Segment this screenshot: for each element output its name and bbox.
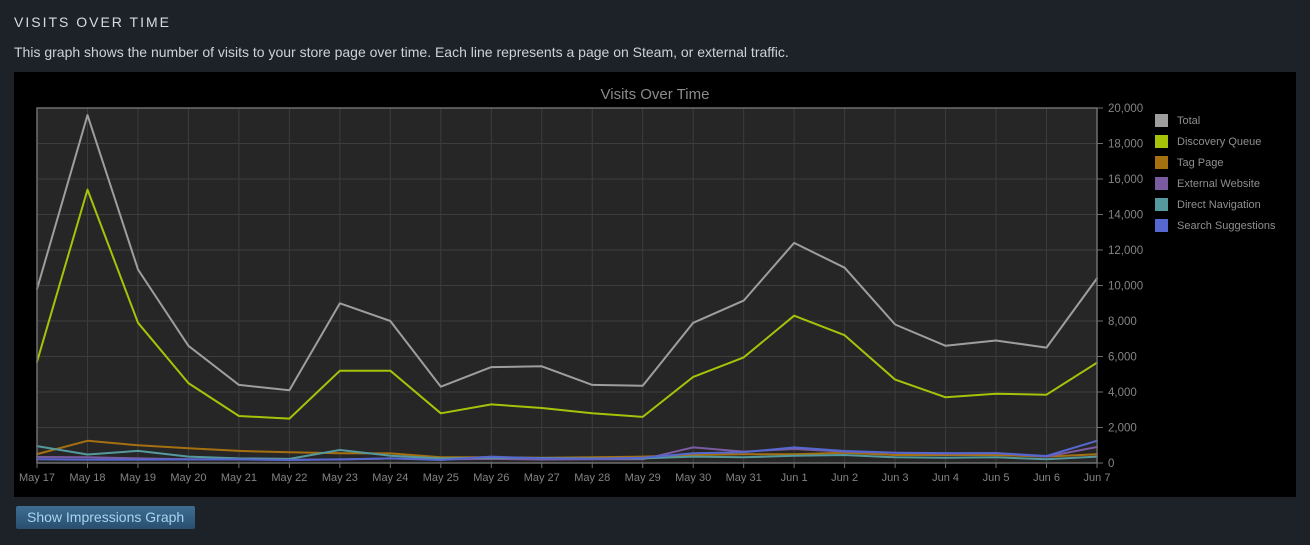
x-axis-label: Jun 7 (1084, 472, 1111, 484)
legend-label: Tag Page (1177, 156, 1224, 169)
x-axis-label: May 20 (170, 472, 206, 484)
x-axis-label: Jun 3 (882, 472, 909, 484)
y-axis-label: 10,000 (1108, 281, 1143, 293)
x-axis-label: May 24 (372, 472, 408, 484)
x-axis-label: May 22 (271, 472, 307, 484)
legend-item-discovery-queue: Discovery Queue (1155, 131, 1275, 152)
x-axis-label: May 26 (473, 472, 509, 484)
legend-label: Direct Navigation (1177, 198, 1261, 211)
y-axis-label: 16,000 (1108, 174, 1143, 186)
legend-item-search-suggestions: Search Suggestions (1155, 215, 1275, 236)
x-axis-label: Jun 1 (781, 472, 808, 484)
legend-label: External Website (1177, 177, 1260, 190)
legend-label: Search Suggestions (1177, 219, 1276, 232)
x-axis-label: May 31 (726, 472, 762, 484)
legend-item-direct-navigation: Direct Navigation (1155, 194, 1275, 215)
x-axis-label: Jun 5 (983, 472, 1010, 484)
x-axis-label: May 30 (675, 472, 711, 484)
show-impressions-graph-button[interactable]: Show Impressions Graph (16, 506, 196, 529)
legend-item-external-website: External Website (1155, 173, 1275, 194)
x-axis-label: May 29 (625, 472, 661, 484)
y-axis-label: 6,000 (1108, 352, 1137, 364)
legend-item-total: Total (1155, 110, 1275, 131)
y-axis-label: 14,000 (1108, 210, 1143, 222)
line-discovery-queue (36, 188, 1098, 420)
tag-page-swatch-icon (1155, 156, 1168, 169)
x-axis-label: May 28 (574, 472, 610, 484)
x-axis-label: Jun 2 (831, 472, 858, 484)
line-total (36, 114, 1098, 392)
y-axis-label: 18,000 (1108, 139, 1143, 151)
legend-item-tag-page: Tag Page (1155, 152, 1275, 173)
line-search-suggestions (36, 439, 1098, 461)
x-axis-label: May 18 (69, 472, 105, 484)
legend-label: Discovery Queue (1177, 135, 1262, 148)
direct-navigation-swatch-icon (1155, 198, 1168, 211)
search-suggestions-swatch-icon (1155, 219, 1168, 232)
y-axis-label: 4,000 (1108, 387, 1137, 399)
x-axis-label: May 25 (423, 472, 459, 484)
x-axis-label: May 19 (120, 472, 156, 484)
y-axis-label: 20,000 (1108, 103, 1143, 115)
x-axis-label: Jun 4 (932, 472, 959, 484)
legend-label: Total (1177, 114, 1201, 127)
chart-legend: Total Discovery Queue Tag Page External Web… (1155, 110, 1275, 236)
y-axis-label: 12,000 (1108, 245, 1143, 257)
chart-title: Visits Over Time (601, 86, 710, 103)
page-title: VISITS OVER TIME (14, 14, 171, 30)
y-axis-label: 8,000 (1108, 316, 1137, 328)
total-swatch-icon (1155, 114, 1168, 127)
visits-chart-panel: 0 2,000 4,000 6,000 8,000 10,000 12,000 14,000 1… (14, 72, 1296, 497)
y-axis-label: 0 (1108, 458, 1114, 470)
visits-chart: 0 2,000 4,000 6,000 8,000 10,000 12,000 14,000 1… (19, 86, 1143, 484)
y-axis-label: 2,000 (1108, 423, 1137, 435)
x-axis-label: May 17 (19, 472, 55, 484)
external-website-swatch-icon (1155, 177, 1168, 190)
page-description: This graph shows the number of visits to… (14, 44, 789, 60)
x-axis-label: May 27 (524, 472, 560, 484)
x-axis-label: May 21 (221, 472, 257, 484)
discovery-queue-swatch-icon (1155, 135, 1168, 148)
x-axis-label: May 23 (322, 472, 358, 484)
x-axis-label: Jun 6 (1033, 472, 1060, 484)
